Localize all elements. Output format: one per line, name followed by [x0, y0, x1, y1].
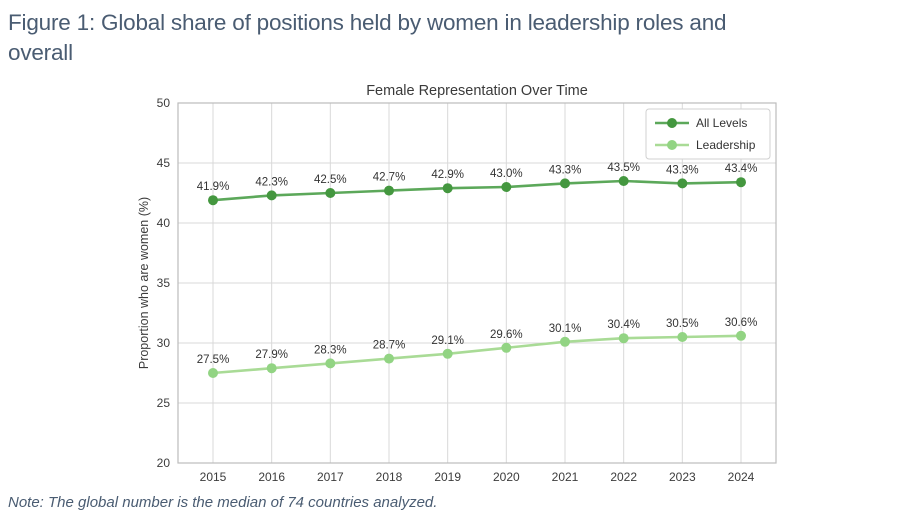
data-point-all-levels	[677, 178, 688, 189]
legend-label: All Levels	[696, 116, 747, 130]
x-tick-label: 2018	[376, 470, 403, 484]
series-line-all-levels	[212, 179, 742, 202]
data-label: 30.5%	[666, 318, 699, 330]
data-label: 30.4%	[607, 319, 640, 331]
series-line-leadership	[212, 334, 742, 375]
data-point-all-levels	[384, 185, 394, 196]
chart-title: Female Representation Over Time	[366, 83, 588, 99]
data-label: 27.9%	[255, 349, 288, 361]
x-tick-label: 2022	[610, 470, 637, 484]
y-tick-label: 20	[157, 456, 171, 470]
data-label: 43.5%	[607, 162, 640, 174]
data-point-all-levels	[736, 177, 746, 188]
figure-caption: Figure 1: Global share of positions held…	[8, 10, 727, 66]
data-label: 41.9%	[197, 181, 230, 193]
x-tick-label: 2024	[728, 470, 755, 484]
figure-note: Note: The global number is the median of…	[8, 494, 438, 511]
data-label: 43.0%	[490, 168, 523, 180]
data-label: 42.3%	[255, 176, 288, 188]
data-point-leadership	[677, 332, 688, 342]
data-point-leadership	[384, 353, 394, 364]
data-point-leadership	[442, 348, 453, 359]
data-label: 29.1%	[431, 335, 464, 347]
data-point-all-levels	[501, 182, 512, 192]
data-point-all-levels	[325, 188, 336, 198]
data-label: 42.7%	[373, 172, 406, 184]
legend-box	[645, 108, 771, 160]
y-axis-label: Proportion who are women (%)	[137, 197, 151, 369]
data-label: 43.3%	[666, 164, 699, 176]
data-label: 29.6%	[490, 329, 523, 341]
x-tick-label: 2019	[434, 470, 461, 484]
data-label: 42.5%	[314, 174, 347, 186]
data-label: 30.1%	[549, 323, 582, 335]
x-tick-label: 2020	[493, 470, 520, 484]
y-tick-label: 35	[157, 276, 171, 290]
data-label: 43.4%	[725, 163, 758, 175]
data-point-leadership	[325, 358, 336, 369]
plot-border	[177, 102, 777, 464]
legend-marker	[667, 118, 677, 128]
y-tick-label: 30	[157, 336, 171, 350]
legend-label: Leadership	[696, 138, 756, 152]
x-tick-label: 2015	[200, 470, 227, 484]
data-point-leadership	[208, 368, 218, 378]
x-tick-label: 2023	[669, 470, 696, 484]
data-point-all-levels	[618, 176, 629, 186]
chart-canvas: 41.9% 42.3% 42.5% 42.7% 42.9% 43.0% 43.3% 43.5%…	[137, 83, 777, 484]
data-label: 42.9%	[431, 169, 464, 181]
data-label: 43.3%	[549, 164, 582, 176]
y-tick-label: 25	[157, 396, 171, 410]
data-point-all-levels	[442, 183, 453, 194]
x-tick-label: 2016	[258, 470, 285, 484]
data-point-leadership	[266, 363, 277, 374]
data-point-all-levels	[560, 178, 570, 189]
data-point-leadership	[736, 330, 746, 341]
x-tick-label: 2021	[552, 470, 579, 484]
data-point-leadership	[560, 336, 570, 347]
data-point-leadership	[501, 342, 512, 353]
data-label: 30.6%	[725, 317, 758, 329]
data-point-all-levels	[208, 195, 218, 206]
data-label: 28.3%	[314, 344, 347, 356]
y-tick-label: 40	[157, 216, 171, 230]
data-point-all-levels	[266, 190, 277, 201]
data-label: 27.5%	[197, 354, 230, 366]
x-tick-label: 2017	[317, 470, 344, 484]
y-tick-label: 45	[157, 156, 171, 170]
line-chart: 41.9% 42.3% 42.5% 42.7% 42.9% 43.0% 43.3% 43.5%…	[135, 82, 800, 485]
data-label: 28.7%	[373, 340, 406, 352]
y-tick-label: 50	[157, 96, 171, 110]
data-point-leadership	[618, 333, 629, 344]
legend-marker	[667, 140, 677, 150]
